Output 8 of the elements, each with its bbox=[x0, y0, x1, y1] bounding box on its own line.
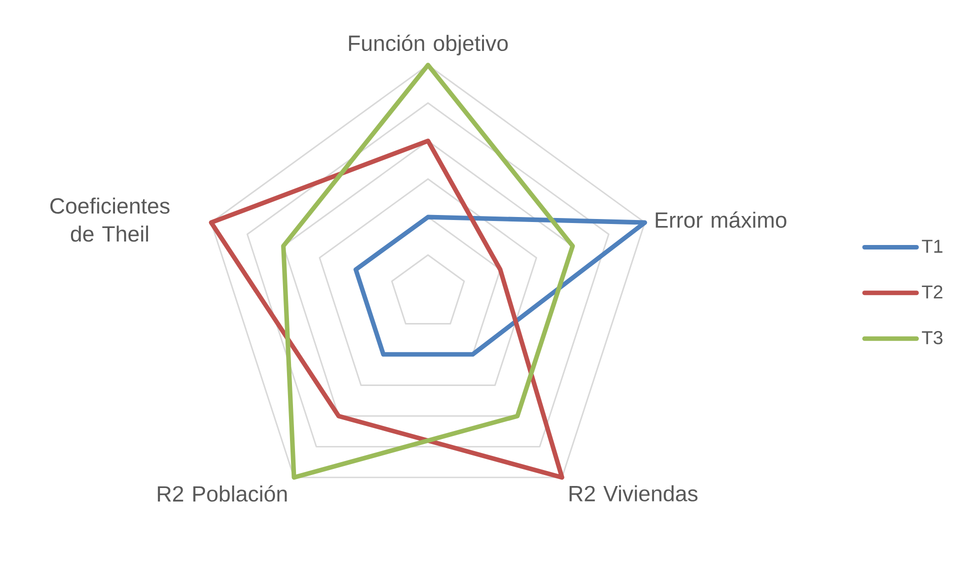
spoke-label: Coeficientes de Theil bbox=[50, 198, 170, 242]
spoke-label: R2 Viviendas bbox=[570, 485, 698, 502]
legend-label: T2 bbox=[922, 285, 942, 298]
legend-label: T1 bbox=[922, 240, 942, 253]
spoke-label: Error máximo bbox=[656, 211, 786, 228]
spoke-label: Función objetivo bbox=[349, 34, 508, 56]
legend-label: T3 bbox=[922, 331, 942, 344]
spoke-label: R2 Población bbox=[158, 485, 287, 502]
